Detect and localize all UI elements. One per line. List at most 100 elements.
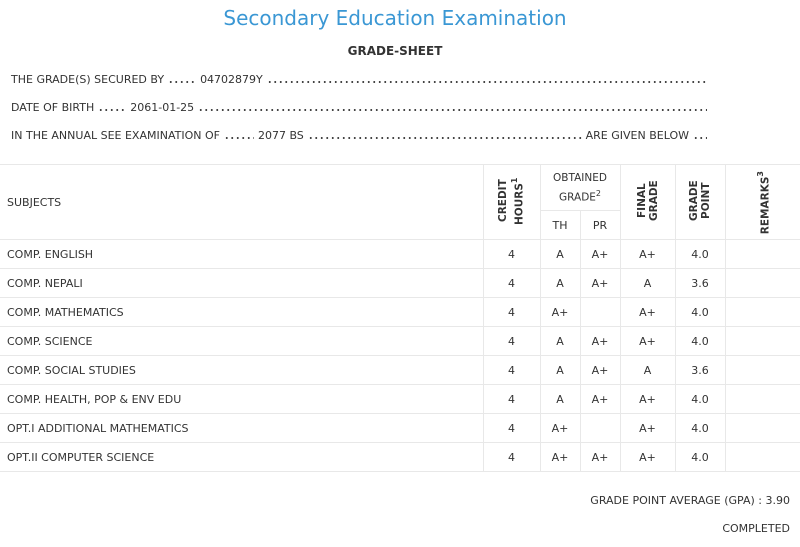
header-text: PR bbox=[592, 218, 608, 232]
header-cell: SUBJECTS bbox=[0, 164, 484, 240]
cell: COMP. NEPALI bbox=[0, 268, 484, 298]
leader bbox=[168, 80, 197, 84]
header-text: CREDIT HOURS bbox=[497, 179, 526, 225]
cell: A bbox=[539, 384, 581, 414]
row: COMP. SOCIAL STUDIES 4 A A+ A 3.6 bbox=[0, 355, 800, 385]
row: COMP. HEALTH, POP & ENV EDU 4 A A+ A+ 4.0 bbox=[0, 384, 800, 414]
leader bbox=[693, 136, 707, 140]
leader bbox=[266, 80, 707, 84]
row: COMP. ENGLISH 4 A A+ A+ 4.0 bbox=[0, 239, 800, 269]
leader bbox=[198, 108, 707, 112]
cell: COMP. SOCIAL STUDIES bbox=[0, 355, 484, 385]
header-text: GRADE POINT bbox=[688, 180, 713, 221]
cell: A+ bbox=[579, 268, 621, 298]
cell bbox=[724, 297, 800, 327]
title: Secondary Education Examination bbox=[223, 6, 567, 30]
header-text: REMARKS bbox=[759, 176, 772, 235]
cell: COMP. MATHEMATICS bbox=[0, 297, 484, 327]
header-cell: CREDIT HOURS1 bbox=[482, 164, 541, 240]
cell: A+ bbox=[579, 442, 621, 472]
cell: 4 bbox=[482, 297, 541, 327]
cell bbox=[724, 268, 800, 298]
cell: 4.0 bbox=[674, 239, 726, 269]
row: COMP. NEPALI 4 A A+ A 3.6 bbox=[0, 268, 800, 298]
cell bbox=[724, 239, 800, 269]
header-cell: GRADE POINT bbox=[674, 164, 726, 240]
cell bbox=[724, 442, 800, 472]
footnote-mark: 3 bbox=[755, 171, 765, 177]
cell: A+ bbox=[579, 384, 621, 414]
cell: A bbox=[619, 355, 676, 385]
cell: 4.0 bbox=[674, 413, 726, 443]
header-text: SUBJECTS bbox=[7, 195, 62, 209]
cell: 4 bbox=[482, 239, 541, 269]
cell: 4 bbox=[482, 384, 541, 414]
header-cell: FINAL GRADE bbox=[619, 164, 676, 240]
cell: 4 bbox=[482, 268, 541, 298]
footnote-mark: 1 bbox=[510, 176, 520, 183]
cell: OPT.I ADDITIONAL MATHEMATICS bbox=[0, 413, 484, 443]
cell bbox=[724, 355, 800, 385]
cell: 3.6 bbox=[674, 355, 726, 385]
row: OPT.I ADDITIONAL MATHEMATICS 4 A+ A+ 4.0 bbox=[0, 413, 800, 443]
leader bbox=[307, 136, 582, 140]
cell: A bbox=[539, 355, 581, 385]
status: COMPLETED bbox=[722, 522, 790, 535]
cell: 4 bbox=[482, 355, 541, 385]
header-text: OBTAINED GRADE bbox=[553, 171, 607, 204]
info-line: IN THE ANNUAL SEE EXAMINATION OF 2077 BS A… bbox=[11, 129, 711, 142]
cell: COMP. HEALTH, POP & ENV EDU bbox=[0, 384, 484, 414]
header-cell: OBTAINED GRADE2 bbox=[539, 164, 621, 211]
info-label: THE GRADE(S) SECURED BY bbox=[11, 73, 165, 86]
cell: 4 bbox=[482, 326, 541, 356]
cell: 4.0 bbox=[674, 326, 726, 356]
info-line: THE GRADE(S) SECURED BY 04702879Y bbox=[11, 73, 711, 86]
grade-table: SUBJECTS CREDIT HOURS1 OBTAINED GRADE2 F… bbox=[0, 164, 800, 472]
cell: A bbox=[539, 239, 581, 269]
cell: 4.0 bbox=[674, 297, 726, 327]
cell bbox=[579, 413, 621, 443]
cell: A+ bbox=[539, 413, 581, 443]
cell: OPT.II COMPUTER SCIENCE bbox=[0, 442, 484, 472]
row: OPT.II COMPUTER SCIENCE 4 A+ A+ A+ 4.0 bbox=[0, 442, 800, 472]
leader bbox=[98, 108, 127, 112]
cell: A bbox=[619, 268, 676, 298]
cell: 4.0 bbox=[674, 384, 726, 414]
gpa: GRADE POINT AVERAGE (GPA) : 3.90 bbox=[590, 494, 790, 507]
cell: A+ bbox=[539, 442, 581, 472]
cell: A+ bbox=[619, 239, 676, 269]
header-cell: PR bbox=[579, 210, 621, 240]
cell: A+ bbox=[619, 297, 676, 327]
leader bbox=[223, 136, 254, 140]
cell: COMP. ENGLISH bbox=[0, 239, 484, 269]
cell: 3.6 bbox=[674, 268, 726, 298]
info-value: 04702879Y bbox=[200, 73, 263, 86]
info-label: DATE OF BIRTH bbox=[11, 101, 95, 114]
info-line: DATE OF BIRTH 2061-01-25 bbox=[11, 101, 711, 114]
cell: COMP. SCIENCE bbox=[0, 326, 484, 356]
header-cell: TH bbox=[539, 210, 581, 240]
info-value: 2061-01-25 bbox=[130, 101, 195, 114]
cell bbox=[579, 297, 621, 327]
cell: 4 bbox=[482, 413, 541, 443]
row: COMP. SCIENCE 4 A A+ A+ 4.0 bbox=[0, 326, 800, 356]
cell: A+ bbox=[619, 326, 676, 356]
info-label: IN THE ANNUAL SEE EXAMINATION OF bbox=[11, 129, 220, 142]
header-cell: REMARKS3 bbox=[724, 164, 800, 240]
header-text: FINAL GRADE bbox=[635, 180, 660, 221]
cell: A+ bbox=[619, 413, 676, 443]
cell: A+ bbox=[619, 384, 676, 414]
cell: A+ bbox=[579, 355, 621, 385]
subtitle: GRADE-SHEET bbox=[347, 44, 443, 58]
cell: A bbox=[539, 326, 581, 356]
cell: 4.0 bbox=[674, 442, 726, 472]
footnote-mark: 2 bbox=[595, 188, 602, 198]
cell bbox=[724, 413, 800, 443]
cell: A bbox=[539, 268, 581, 298]
cell bbox=[724, 384, 800, 414]
cell: A+ bbox=[539, 297, 581, 327]
header-text: TH bbox=[552, 218, 568, 232]
cell: A+ bbox=[579, 239, 621, 269]
cell bbox=[724, 326, 800, 356]
